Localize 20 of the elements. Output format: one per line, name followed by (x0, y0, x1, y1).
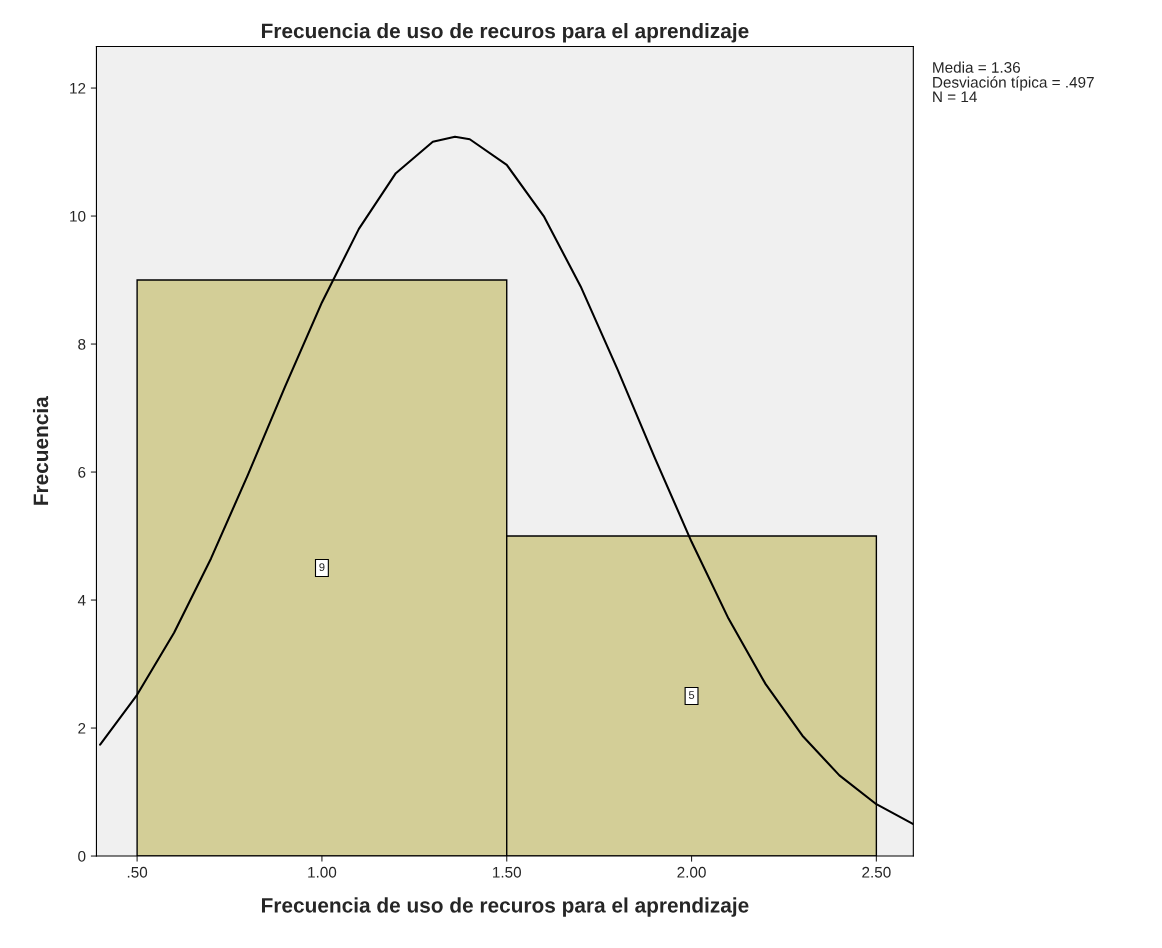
x-tick-label: 2.00 (677, 866, 706, 878)
x-tick-label: 2.50 (862, 866, 891, 878)
y-tick-label: 12 (70, 82, 86, 94)
y-tick-label: 8 (78, 338, 86, 350)
y-tick-label: 2 (78, 722, 86, 734)
x-tick-label: 1.50 (493, 866, 522, 878)
y-tick-label: 6 (78, 466, 86, 478)
y-axis-title: Frecuencia (32, 396, 49, 505)
chart-title: Frecuencia de uso de recuros para el aprendizaje (261, 23, 749, 43)
x-axis-title: Frecuencia de uso de recuros para el aprendizaje (261, 897, 749, 917)
y-tick-label: 0 (78, 850, 86, 862)
x-tick-label: .50 (127, 866, 148, 878)
data-label: 9 (319, 563, 325, 572)
y-tick-label: 10 (70, 210, 86, 222)
text: Media = 1.36 (933, 61, 1021, 73)
text: Desviación típica = .497 (933, 76, 1094, 91)
x-tick-label: 1.00 (308, 866, 337, 878)
y-tick-label: 4 (77, 595, 86, 606)
text: N = 14 (933, 91, 977, 103)
data-label: 5 (688, 691, 695, 700)
